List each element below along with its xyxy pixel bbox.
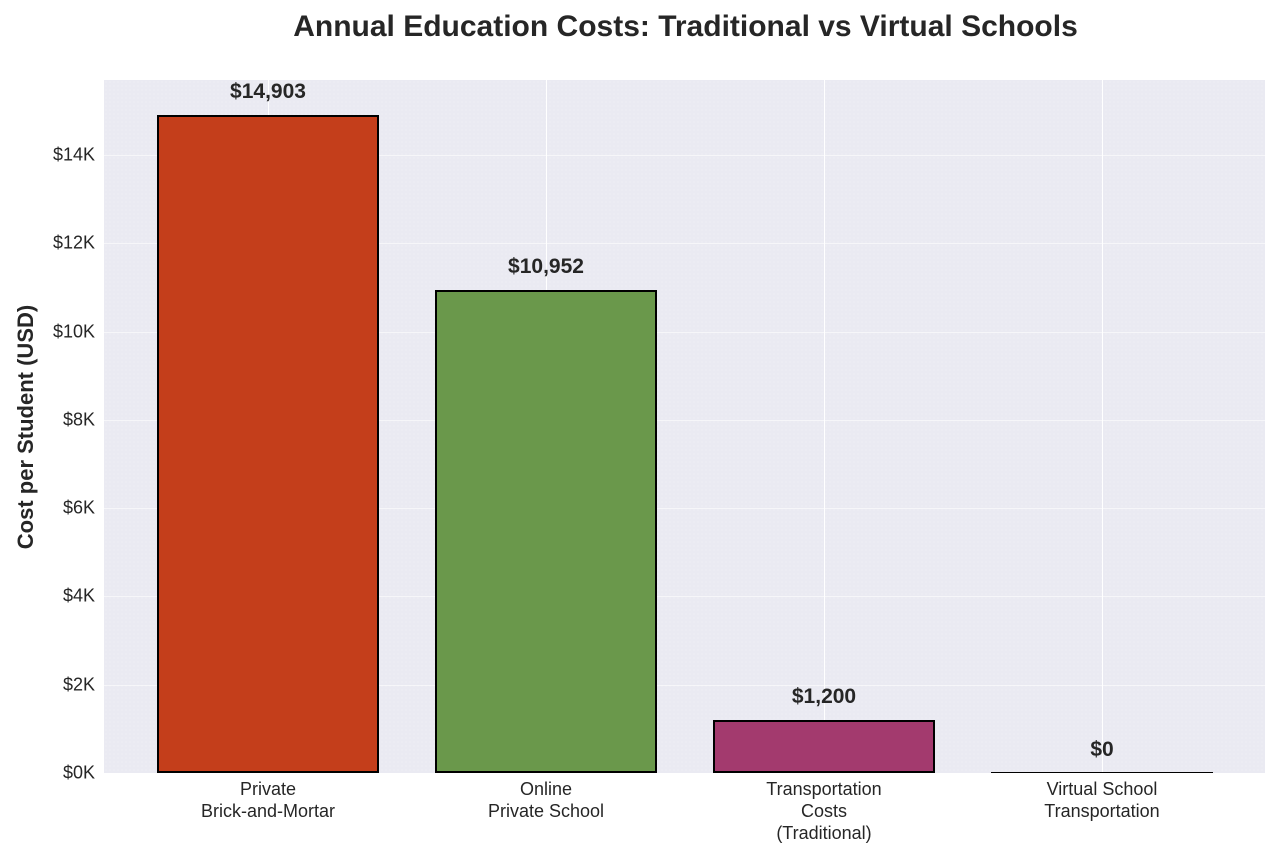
gridline-vertical <box>1102 80 1103 773</box>
y-tick-label: $6K <box>62 497 95 518</box>
bar <box>157 115 379 773</box>
bar-value-label: $1,200 <box>791 685 857 709</box>
y-tick-label: $8K <box>62 409 95 430</box>
bar-value-label: $14,903 <box>230 80 306 104</box>
y-tick-label: $14K <box>52 144 95 165</box>
chart-title: Annual Education Costs: Traditional vs V… <box>293 10 1078 43</box>
x-tick-label: Virtual School Transportation <box>1044 779 1160 821</box>
y-tick-label: $0K <box>62 762 95 783</box>
gridline-horizontal <box>104 684 1265 686</box>
gridline-horizontal <box>104 155 1265 157</box>
bar <box>991 772 1213 773</box>
bar <box>435 289 657 773</box>
plot-area: $14,903 $10,952 $1,200 $0 <box>104 80 1265 774</box>
gridline-horizontal <box>104 331 1265 333</box>
bar <box>713 720 935 773</box>
x-tick-label: Transportation Costs (Traditional) <box>766 779 882 843</box>
x-tick-label: Private Brick-and-Mortar <box>200 779 336 821</box>
gridline-horizontal <box>104 596 1265 598</box>
gridline-horizontal <box>104 419 1265 421</box>
bar-value-label: $0 <box>1090 738 1114 761</box>
y-tick-label: $12K <box>52 232 95 253</box>
y-tick-label: $2K <box>62 674 95 695</box>
x-tick-label: Online Private School <box>487 779 605 821</box>
y-tick-label: $4K <box>62 585 95 606</box>
gridline-horizontal <box>104 243 1265 245</box>
gridline-horizontal <box>104 508 1265 510</box>
gridline-horizontal <box>104 773 1265 774</box>
bar-value-label: $10,952 <box>508 254 584 278</box>
gridline-vertical <box>824 80 825 773</box>
y-tick-label: $10K <box>52 321 95 342</box>
y-axis-label: Cost per Student (USD) <box>13 304 38 550</box>
